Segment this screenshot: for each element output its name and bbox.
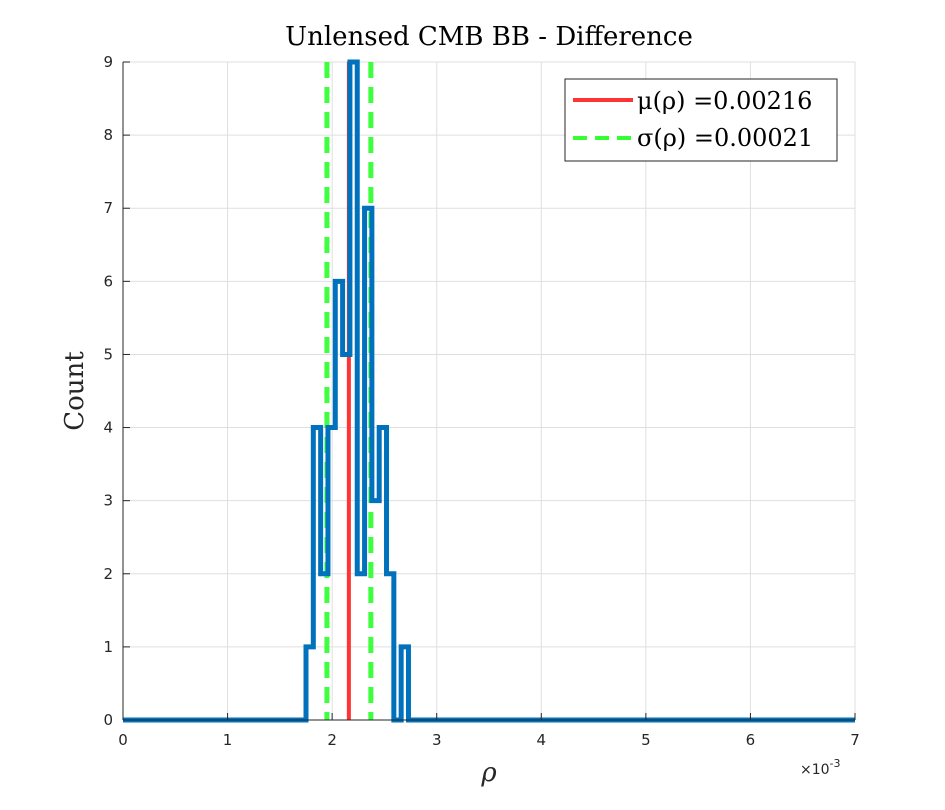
legend-box	[564, 78, 838, 162]
y-tick-label-7: 7	[103, 199, 113, 217]
x-tick-label-3: 3	[432, 731, 442, 749]
x-axis-exponent-power: -3	[830, 757, 841, 770]
x-tick-label-0: 0	[118, 731, 128, 749]
x-tick-label-6: 6	[746, 731, 756, 749]
y-axis-label: Count	[60, 351, 90, 431]
y-ticks: 0 1 2 3 4 5 6 7 8 9	[103, 53, 130, 729]
legend-mean-label: μ(ρ) =0.00216	[637, 87, 812, 115]
plot-area	[123, 62, 855, 720]
y-tick-label-1: 1	[103, 638, 113, 656]
histogram-group	[123, 59, 855, 723]
axes	[122, 62, 855, 721]
y-tick-label-2: 2	[103, 565, 113, 583]
y-tick-label-8: 8	[103, 126, 113, 144]
chart-title: Unlensed CMB BB - Difference	[285, 22, 693, 52]
x-tick-label-2: 2	[327, 731, 337, 749]
x-axis-exponent-base: ×10	[800, 762, 830, 778]
y-tick-label-3: 3	[103, 492, 113, 510]
y-tick-label-5: 5	[103, 345, 113, 363]
x-axis-label: ρ	[480, 758, 497, 788]
x-tick-label-1: 1	[223, 731, 233, 749]
x-ticks: 0 1 2 3 4 5 6 7	[118, 713, 860, 749]
legend: μ(ρ) =0.00216 σ(ρ) =0.00021	[564, 78, 838, 162]
x-tick-label-5: 5	[641, 731, 651, 749]
y-tick-label-0: 0	[103, 711, 113, 729]
x-axis-exponent: ×10-3	[800, 757, 841, 778]
x-tick-label-7: 7	[850, 731, 860, 749]
y-tick-label-4: 4	[103, 419, 113, 437]
x-tick-label-4: 4	[537, 731, 547, 749]
y-tick-label-6: 6	[103, 272, 113, 290]
legend-std-label: σ(ρ) =0.00021	[637, 124, 813, 152]
histogram-outline	[123, 59, 855, 723]
y-tick-label-9: 9	[103, 53, 113, 71]
